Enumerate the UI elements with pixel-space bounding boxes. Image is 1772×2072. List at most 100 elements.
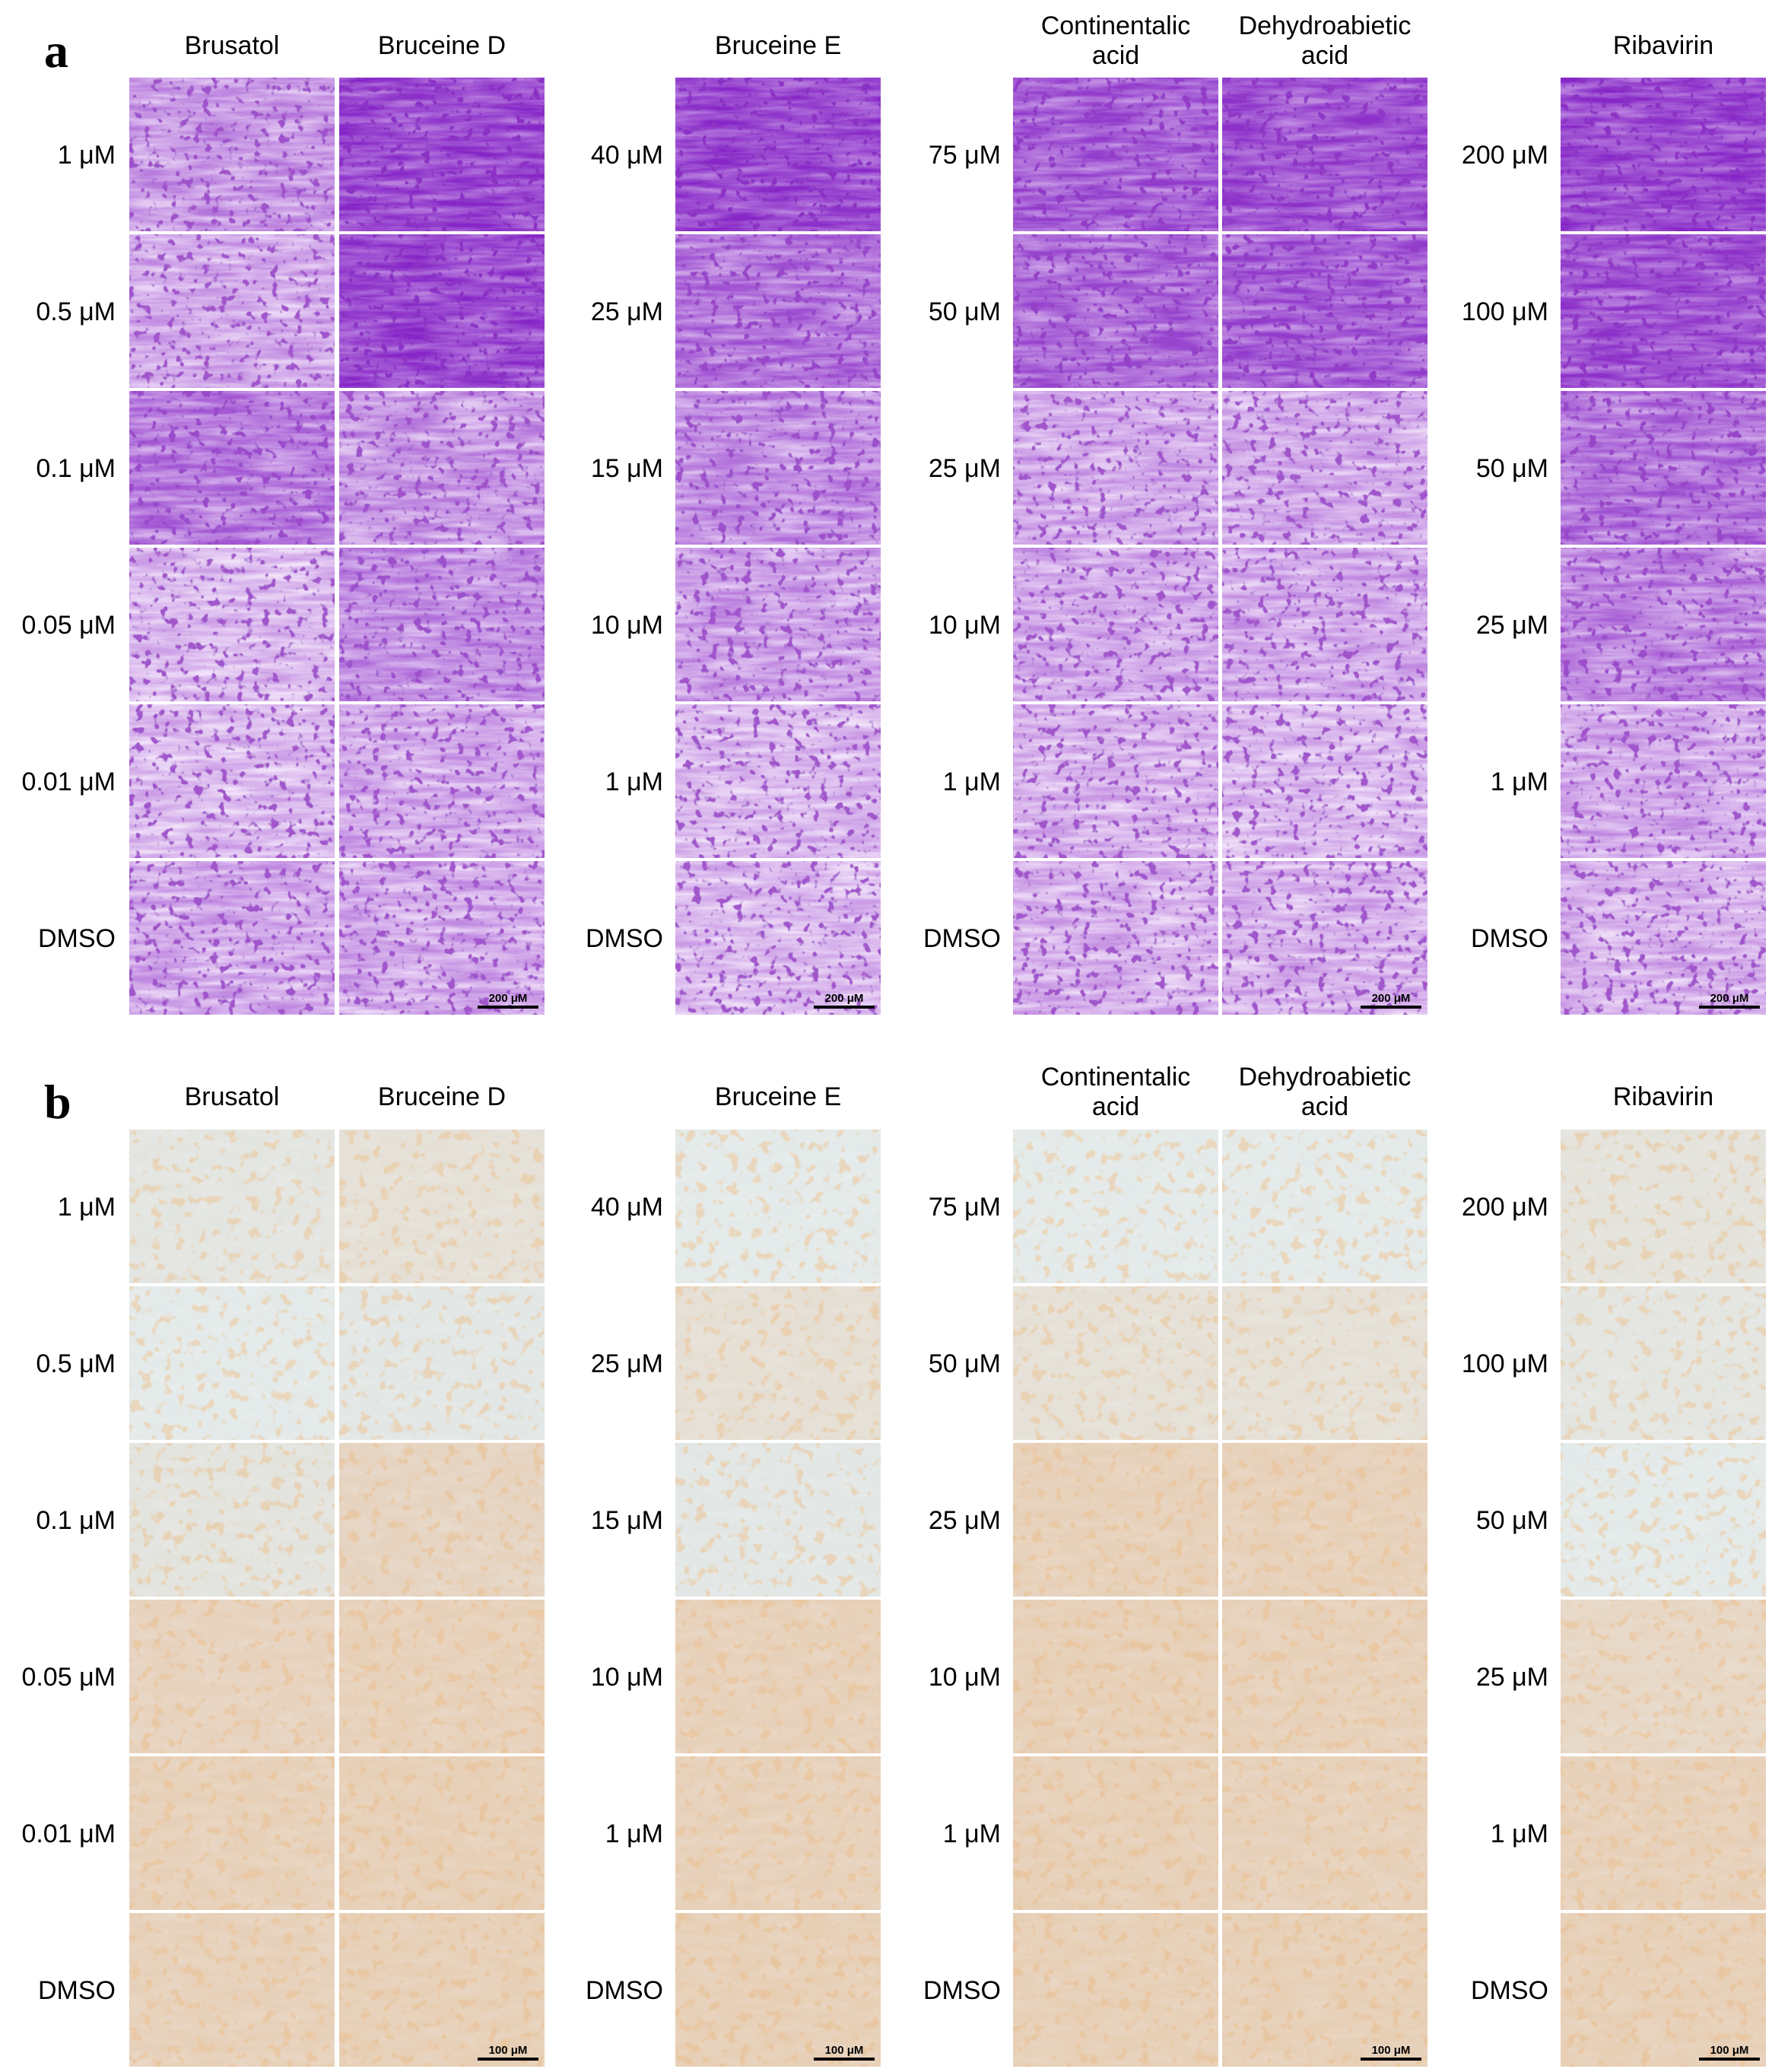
micrograph-tile: [1222, 861, 1427, 1015]
scale-bar: 100 μM: [1699, 2044, 1760, 2061]
concentration-label: 0.5 μM: [36, 297, 116, 326]
concentration-label: DMSO: [923, 1976, 1001, 2005]
scale-bar-label: 200 μM: [489, 992, 528, 1005]
concentration-label: 100 μM: [1462, 297, 1548, 326]
micrograph-tile: [1222, 1756, 1427, 1910]
column-title: Continentalic: [1041, 11, 1191, 40]
concentration-label: 10 μM: [591, 1663, 663, 1692]
micrograph-tile: [1561, 1130, 1766, 1283]
concentration-label: 10 μM: [929, 611, 1001, 640]
column-title: Brusatol: [185, 31, 280, 60]
scale-bar-label: 200 μM: [1372, 992, 1411, 1005]
scale-bar: 100 μM: [478, 2044, 538, 2061]
compound-group: Brusatol Bruceine D 1 μM 0.5 μM 0.1 μM 0.05 μ…: [21, 1082, 545, 2067]
scale-bar: 200 μM: [814, 992, 875, 1009]
micrograph-tile: [129, 1600, 335, 1753]
concentration-label: 50 μM: [1476, 1506, 1548, 1535]
concentration-label: 1 μM: [1491, 1819, 1548, 1848]
micrograph-tile: [1222, 1286, 1427, 1440]
concentration-label: 75 μM: [929, 1193, 1001, 1222]
micrograph-tile: [129, 704, 335, 858]
concentration-label: DMSO: [923, 924, 1001, 953]
compound-group: Brusatol Bruceine D 1 μM 0.5 μM 0.1 μM 0.05 μ…: [21, 31, 545, 1015]
micrograph-tile: [675, 1913, 881, 2067]
micrograph-tile: [1222, 391, 1427, 545]
micrograph-tile: [675, 1286, 881, 1440]
concentration-label: 1 μM: [605, 1819, 663, 1848]
concentration-label: 0.1 μM: [36, 1506, 116, 1535]
micrograph-tile: [129, 391, 335, 545]
scale-bar: 200 μM: [1699, 992, 1760, 1009]
concentration-label: 200 μM: [1462, 1193, 1548, 1222]
column-title: Ribavirin: [1613, 31, 1713, 60]
micrograph-tile: [1561, 1913, 1766, 2067]
concentration-label: 75 μM: [929, 141, 1001, 170]
concentration-label: 0.05 μM: [21, 611, 116, 640]
concentration-label: 25 μM: [1476, 1663, 1548, 1692]
concentration-label: 0.01 μM: [21, 767, 116, 796]
micrograph-tile: [339, 548, 545, 701]
concentration-label: DMSO: [38, 1976, 116, 2005]
concentration-label: 15 μM: [591, 1506, 663, 1535]
panel-a: a Brusatol Bruceine D 1 μM 0.5 μM 0.1 μM 0.05 …: [21, 11, 1766, 1015]
column-title: Ribavirin: [1613, 1082, 1713, 1111]
scale-bar-label: 100 μM: [825, 2044, 864, 2057]
micrograph-tile: [1013, 234, 1218, 388]
micrograph-tile: [1013, 704, 1218, 858]
micrograph-tile: [1013, 1756, 1218, 1910]
concentration-label: DMSO: [38, 924, 116, 953]
micrograph-tile: [675, 548, 881, 701]
micrograph-tile: [1561, 1600, 1766, 1753]
micrograph-tile: [1013, 78, 1218, 231]
micrograph-tile: [339, 1913, 545, 2067]
concentration-label: DMSO: [1471, 924, 1548, 953]
micrograph-tile: [339, 1600, 545, 1753]
concentration-label: 10 μM: [929, 1663, 1001, 1692]
concentration-label: DMSO: [1471, 1976, 1548, 2005]
panel-b: b Brusatol Bruceine D 1 μM 0.5 μM 0.1 μM 0.05 …: [21, 1063, 1766, 2067]
micrograph-tile: [1013, 1286, 1218, 1440]
micrograph-tile: [1013, 391, 1218, 545]
compound-group: Bruceine E 40 μM 25 μM 15 μM 10 μM 1 μM DMSO 20…: [586, 31, 881, 1015]
micrograph-tile: [339, 861, 545, 1015]
concentration-label: 40 μM: [591, 141, 663, 170]
concentration-label: 25 μM: [929, 454, 1001, 483]
micrograph-tile: [1561, 391, 1766, 545]
micrograph-tile: [1013, 1913, 1218, 2067]
column-title: Dehydroabietic: [1239, 1063, 1412, 1092]
concentration-label: 0.05 μM: [21, 1663, 116, 1692]
micrograph-tile: [1561, 1443, 1766, 1597]
micrograph-tile: [339, 704, 545, 858]
concentration-label: DMSO: [586, 924, 663, 953]
panel-letter: b: [44, 1075, 71, 1129]
compound-group: Ribavirin 200 μM 100 μM 50 μM 25 μM 1 μM DMSO 2…: [1462, 31, 1766, 1015]
column-title: Dehydroabietic: [1239, 11, 1412, 40]
panel-letter: a: [44, 24, 68, 78]
concentration-label: 1 μM: [605, 767, 663, 796]
micrograph-tile: [1013, 1600, 1218, 1753]
concentration-label: 40 μM: [591, 1193, 663, 1222]
scale-bar-label: 200 μM: [825, 992, 864, 1005]
concentration-label: 10 μM: [591, 611, 663, 640]
concentration-label: 0.1 μM: [36, 454, 116, 483]
micrograph-tile: [675, 1756, 881, 1910]
micrograph-tile: [1222, 1600, 1427, 1753]
micrograph-tile: [339, 1443, 545, 1597]
micrograph-tile: [1222, 234, 1427, 388]
concentration-label: 25 μM: [591, 1349, 663, 1378]
micrograph-tile: [675, 1600, 881, 1753]
concentration-label: 25 μM: [591, 297, 663, 326]
micrograph-tile: [1561, 234, 1766, 388]
micrograph-tile: [1222, 548, 1427, 701]
micrograph-tile: [1561, 1286, 1766, 1440]
micrograph-tile: [1561, 861, 1766, 1015]
micrograph-tile: [339, 1286, 545, 1440]
column-title: Bruceine D: [378, 1082, 506, 1111]
micrograph-tile: [1013, 548, 1218, 701]
micrograph-tile: [1561, 1756, 1766, 1910]
micrograph-tile: [129, 1130, 335, 1283]
micrograph-tile: [675, 78, 881, 231]
micrograph-tile: [129, 78, 335, 231]
